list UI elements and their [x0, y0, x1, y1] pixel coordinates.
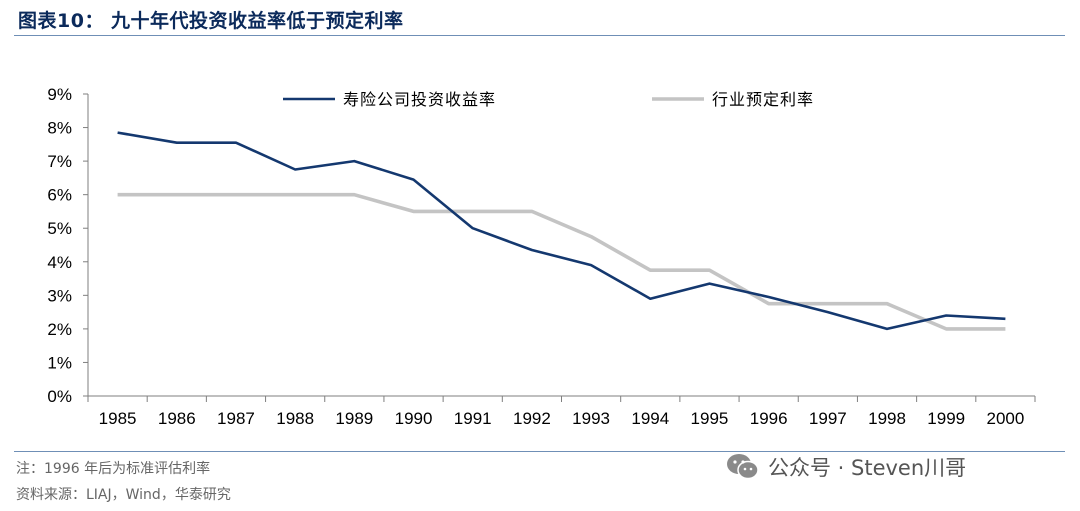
- x-tick-label: 1991: [454, 409, 492, 428]
- x-tick-label: 1998: [868, 409, 906, 428]
- x-tick-label: 1988: [276, 409, 314, 428]
- legend-item-investment-yield-label: 寿险公司投资收益率: [343, 90, 496, 109]
- y-tick-label: 5%: [47, 219, 72, 238]
- y-tick-label: 4%: [47, 253, 72, 272]
- y-tick-label: 6%: [47, 186, 72, 205]
- x-tick-label: 1986: [158, 409, 196, 428]
- x-tick-label: 1989: [335, 409, 373, 428]
- x-tick-label: 1997: [809, 409, 847, 428]
- source-note: 资料来源：LIAJ，Wind，华泰研究: [16, 487, 231, 503]
- y-tick-label: 0%: [47, 387, 72, 406]
- series-line-pricing-rate: [117, 192, 1006, 331]
- y-axis-labels: 0% 1% 2% 3% 4% 5% 6% 7% 8% 9%: [47, 85, 72, 406]
- legend-item-pricing-rate-label: 行业预定利率: [712, 90, 814, 109]
- line-chart: 0%1%2%3%4%5%6%7%8%9% 1985 1986 1987 1988 198…: [47, 85, 1036, 428]
- legend: 寿险公司投资收益率 行业预定利率: [283, 90, 814, 109]
- y-tick-label: 9%: [47, 85, 72, 104]
- series-lines: [117, 131, 1006, 331]
- x-tick-label: 1999: [927, 409, 965, 428]
- x-tick-label: 1996: [750, 409, 788, 428]
- y-tick-label: 1%: [47, 353, 72, 372]
- footnote: 注：1996 年后为标准评估利率: [16, 461, 211, 477]
- chart-axes: [83, 93, 1036, 402]
- x-axis-labels: 1985 1986 1987 1988 1989 1990 1991 1992 1993 1994…: [99, 409, 1025, 428]
- x-tick-label: 2000: [986, 409, 1024, 428]
- x-tick-label: 1994: [631, 409, 669, 428]
- x-tick-label: 1995: [691, 409, 729, 428]
- watermark-text: 公众号 · Steven川哥: [768, 456, 967, 480]
- y-tick-label: 8%: [47, 119, 72, 138]
- x-tick-label: 1992: [513, 409, 551, 428]
- footer-divider: [14, 451, 1065, 452]
- x-tick-label: 1985: [99, 409, 137, 428]
- x-tick-label: 1990: [395, 409, 433, 428]
- y-tick-label: 7%: [47, 152, 72, 171]
- y-tick-label: 2%: [47, 320, 72, 339]
- wechat-icon: [727, 454, 759, 480]
- title-divider: [14, 35, 1065, 36]
- series-line-investment-yield: [117, 131, 1006, 331]
- watermark: 公众号 · Steven川哥: [726, 452, 966, 482]
- chart-title: 图表10： 九十年代投资收益率低于预定利率: [18, 10, 404, 32]
- x-tick-label: 1987: [217, 409, 255, 428]
- y-tick-label: 3%: [47, 286, 72, 305]
- x-tick-label: 1993: [572, 409, 610, 428]
